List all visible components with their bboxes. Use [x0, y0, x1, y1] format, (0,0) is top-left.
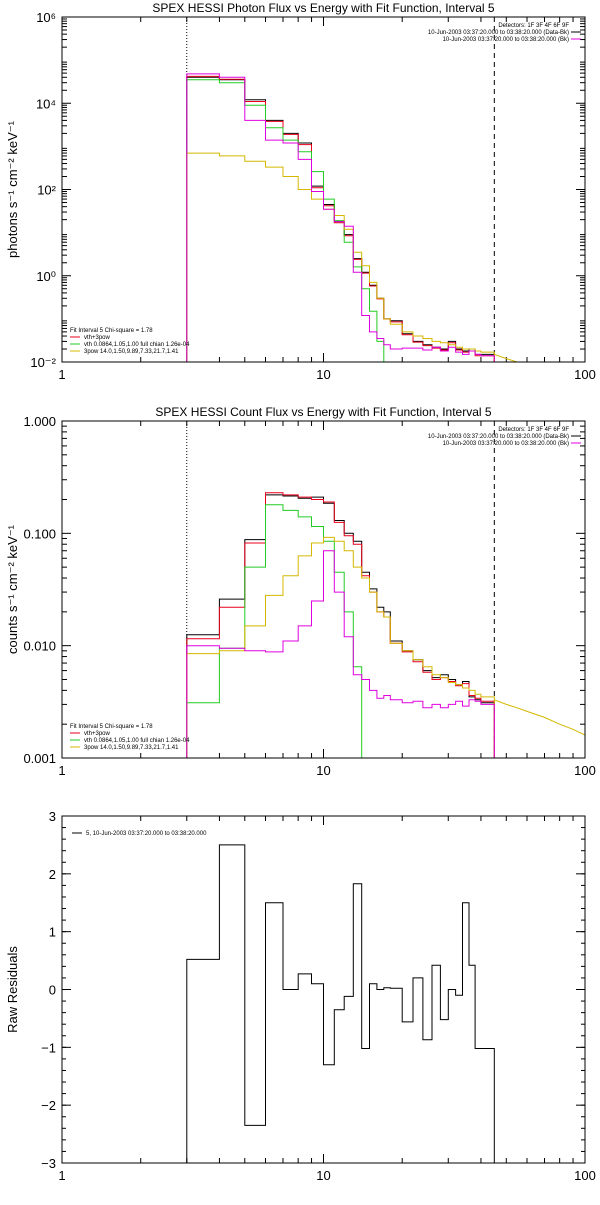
chart-title: SPEX HESSI Photon Flux vs Energy with Fi…	[152, 1, 494, 15]
y-tick-label: 0.001	[23, 751, 56, 766]
series-3pow-line	[186, 152, 495, 362]
y-tick-label: 0.100	[23, 526, 56, 541]
series-data-bk-line	[186, 494, 495, 758]
legend-bottom-left-entry: vth+3pow	[84, 731, 111, 737]
data-layer	[186, 421, 585, 758]
legend-top-right-entry: Detectors: 1F 3F 4F 6F 9F	[498, 427, 569, 433]
x-tick-label: 1	[58, 763, 65, 778]
series-vth-3pow-line	[186, 492, 495, 758]
y-tick-label: 3	[49, 809, 56, 824]
count-flux-panel: SPEX HESSI Count Flux vs Energy with Fit…	[5, 405, 596, 778]
residuals-panel: Raw Residuals 1 10 100 −3 −2 −1 0 1 2 3 5, 10-Jun-2…	[5, 809, 596, 1183]
plot-frame	[61, 815, 586, 1164]
x-tick-label: 100	[574, 1168, 596, 1183]
y-tick-label: 10⁴	[36, 96, 56, 111]
legend-top-right-entry: 10-Jun-2003 03:37:20.000 to 03:38:20.000…	[428, 434, 569, 440]
model-tail-line	[494, 699, 585, 736]
x-tick-label: 1	[58, 367, 65, 382]
x-tick-label: 10	[316, 367, 330, 382]
legend-bottom-left-entry: Fit Interval 5 Chi-square = 1.78	[70, 328, 153, 334]
y-axis-label: photons s⁻¹ cm⁻² keV⁻¹	[5, 120, 20, 258]
y-tick-label: −3	[41, 1156, 56, 1171]
data-layer	[186, 844, 495, 1163]
series-bk-line	[186, 73, 495, 362]
plot-frame	[61, 420, 586, 759]
legend-bottom-left-entry: vth 0.0864,1.05,1.00 full chian 1.26e-04	[84, 342, 190, 348]
x-tick-label: 100	[574, 763, 596, 778]
x-tick-label: 10	[316, 1168, 330, 1183]
series-3pow-line	[186, 536, 495, 758]
y-tick-label: −2	[41, 1098, 56, 1113]
y-tick-label: 0.010	[23, 639, 56, 654]
y-axis-label: Raw Residuals	[5, 946, 20, 1033]
legend-top-right-entry: 10-Jun-2003 03:37:20.000 to 03:38:20.000…	[443, 37, 569, 43]
legend-top-left-entry: 5, 10-Jun-2003 03:37:20.000 to 03:38:20.…	[86, 831, 207, 837]
series-5-10-jun-2003-03-37-20-000-to-03-38-20-000-line	[186, 844, 495, 1163]
plot-frame	[61, 16, 586, 363]
series-bk-line	[186, 550, 495, 758]
y-tick-label: 10⁰	[36, 269, 56, 284]
legend-top-right-entry: 10-Jun-2003 03:37:20.000 to 03:38:20.000…	[443, 441, 569, 447]
legend-bottom-left-entry: Fit Interval 5 Chi-square = 1.78	[70, 724, 153, 730]
data-layer	[186, 17, 573, 362]
model-tail-line	[494, 353, 573, 362]
chart-title: SPEX HESSI Count Flux vs Energy with Fit…	[155, 405, 491, 419]
photon-flux-panel: SPEX HESSI Photon Flux vs Energy with Fi…	[5, 1, 596, 382]
legend-bottom-left-entry: 3pow 14.0,1.50,9.89,7.33,21.7,1.41	[84, 745, 179, 751]
legend-top-right-entry: 10-Jun-2003 03:37:20.000 to 03:38:20.000…	[428, 30, 569, 36]
legend-bottom-left-entry: 3pow 14.0,1.50,9.89,7.33,21.7,1.41	[84, 349, 179, 355]
y-tick-label: 0	[49, 983, 56, 998]
y-tick-label: 1	[49, 925, 56, 940]
series-data-bk-line	[186, 76, 495, 362]
y-tick-label: 10⁶	[36, 10, 56, 25]
y-tick-label: 10⁻²	[30, 355, 56, 370]
x-tick-label: 10	[316, 763, 330, 778]
x-tick-label: 1	[58, 1168, 65, 1183]
x-tick-label: 100	[574, 367, 596, 382]
y-tick-label: −1	[41, 1040, 56, 1055]
legend-bottom-left-entry: vth+3pow	[84, 335, 111, 341]
y-tick-label: 10²	[37, 183, 56, 198]
legend-top-right-entry: Detectors: 1F 3F 4F 6F 9F	[498, 23, 569, 29]
y-tick-label: 2	[49, 867, 56, 882]
series-vth-line	[186, 504, 391, 758]
series-vth-3pow-line	[186, 75, 495, 362]
legend-bottom-left-entry: vth 0.0864,1.05,1.00 full chian 1.26e-04	[84, 738, 190, 744]
y-axis-label: counts s⁻¹ cm⁻² keV⁻¹	[5, 524, 20, 654]
y-tick-label: 1.000	[23, 414, 56, 429]
series-vth-line	[186, 79, 391, 362]
